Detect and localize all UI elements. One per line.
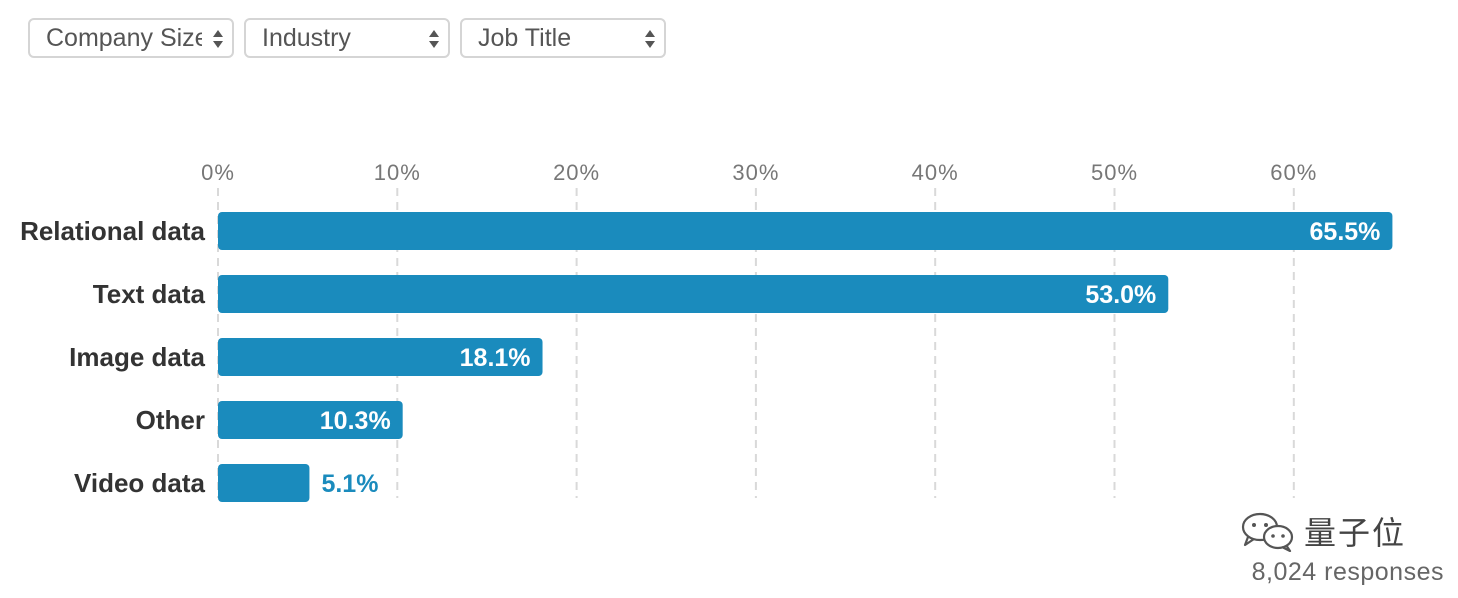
job-title-select-label: Job Title — [478, 24, 572, 52]
bar — [218, 275, 1169, 313]
category-label: Text data — [93, 279, 206, 309]
bar-row: Video data 5.1% — [74, 464, 378, 502]
responses-count: 8,024 responses — [1251, 558, 1444, 586]
bar-row: Other 10.3% — [136, 401, 403, 439]
filter-bar: Company Size Industry Job Title — [28, 18, 666, 58]
category-label: Relational data — [20, 216, 205, 246]
bar-row: Text data 53.0% — [93, 275, 1169, 313]
watermark-text: 量子位 — [1304, 514, 1407, 552]
industry-select[interactable]: Industry — [244, 18, 450, 58]
x-tick-label: 60% — [1270, 160, 1317, 185]
category-label: Other — [136, 405, 205, 435]
company-size-select[interactable]: Company Size — [28, 18, 234, 58]
select-arrows-icon — [645, 30, 655, 48]
value-label: 18.1% — [460, 344, 531, 372]
category-label: Video data — [74, 468, 206, 498]
select-arrows-icon — [429, 30, 439, 48]
x-tick-label: 20% — [553, 160, 600, 185]
bar — [218, 401, 403, 439]
company-size-select-label: Company Size — [46, 24, 202, 52]
chart-bars: Relational data 65.5% Text data 53.0% Image … — [20, 212, 1393, 502]
bar — [218, 338, 543, 376]
watermark: 量子位 — [1238, 508, 1406, 554]
category-label: Image data — [69, 342, 205, 372]
x-tick-label: 0% — [201, 160, 235, 185]
select-arrows-icon — [213, 30, 223, 48]
x-tick-label: 10% — [374, 160, 421, 185]
x-tick-label: 50% — [1091, 160, 1138, 185]
x-axis-ticks: 0% 10% 20% 30% 40% 50% 60% — [201, 160, 1317, 185]
job-title-select[interactable]: Job Title — [460, 18, 666, 58]
value-label: 53.0% — [1085, 281, 1156, 309]
x-tick-label: 40% — [912, 160, 959, 185]
x-tick-label: 30% — [732, 160, 779, 185]
wechat-icon — [1241, 512, 1294, 552]
bar-row: Relational data 65.5% — [20, 212, 1393, 250]
value-label: 65.5% — [1310, 218, 1381, 246]
bar — [218, 212, 1393, 250]
bar — [218, 464, 310, 502]
value-label: 5.1% — [321, 470, 378, 498]
industry-select-label: Industry — [262, 24, 351, 52]
bar-row: Image data 18.1% — [69, 338, 543, 376]
value-label: 10.3% — [320, 407, 391, 435]
